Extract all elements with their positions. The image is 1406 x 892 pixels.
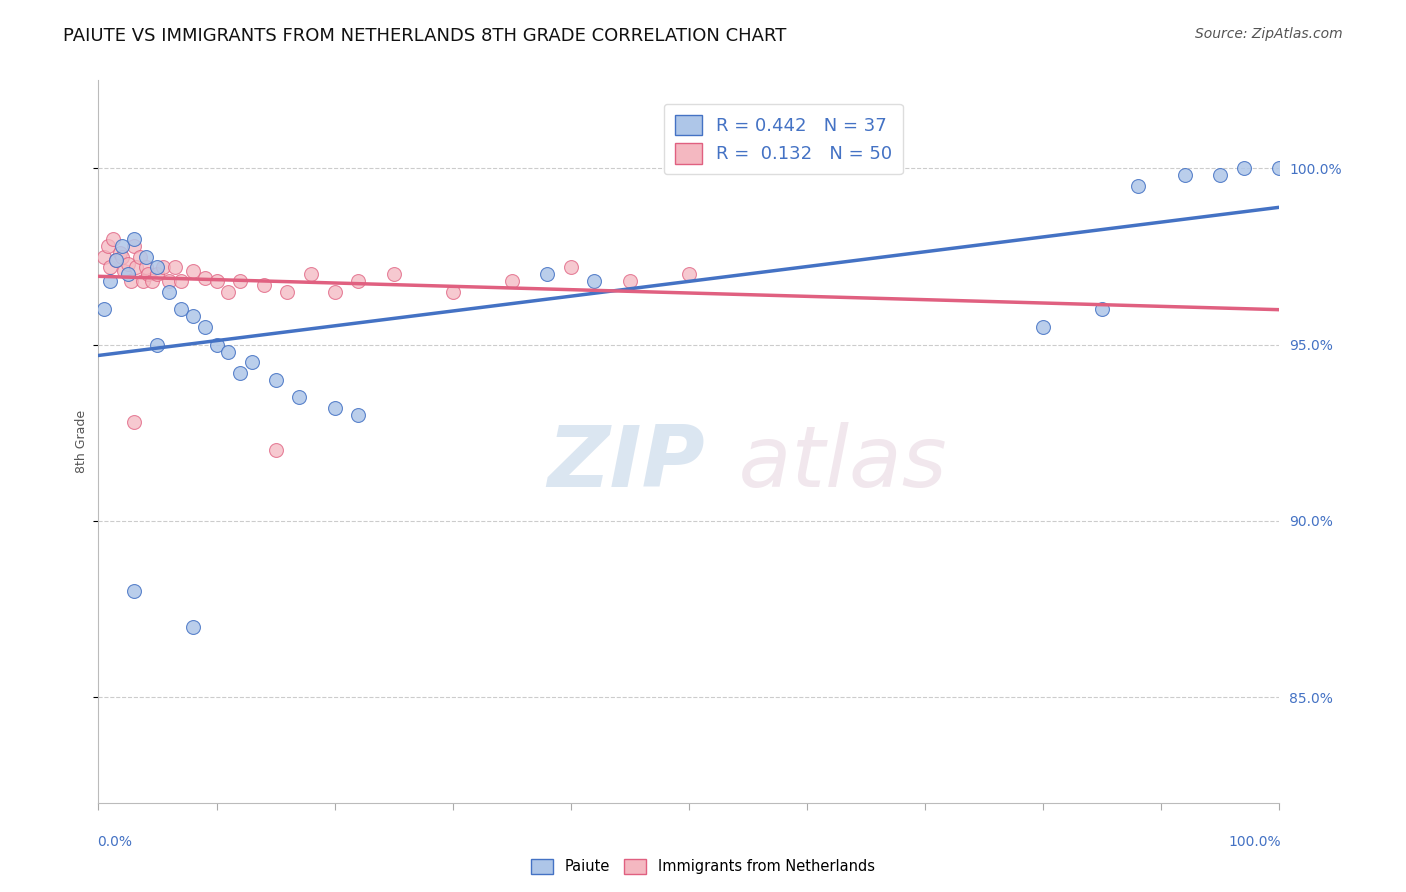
Point xyxy=(560,260,582,274)
Point xyxy=(157,274,180,288)
Point xyxy=(181,263,204,277)
Point xyxy=(117,256,139,270)
Point xyxy=(170,302,193,317)
Point xyxy=(97,239,120,253)
Point xyxy=(323,401,346,415)
Y-axis label: 8th Grade: 8th Grade xyxy=(75,410,89,473)
Point xyxy=(323,285,346,299)
Text: atlas: atlas xyxy=(547,422,946,505)
Point xyxy=(1209,169,1232,183)
Point xyxy=(122,415,145,429)
Point xyxy=(264,443,287,458)
Point xyxy=(122,584,145,599)
Point xyxy=(678,267,700,281)
Point xyxy=(1126,179,1149,194)
Point xyxy=(205,274,228,288)
Point xyxy=(217,285,239,299)
Point xyxy=(141,274,163,288)
Point xyxy=(152,260,174,274)
Point xyxy=(583,274,606,288)
Point xyxy=(93,302,115,317)
Point xyxy=(170,274,193,288)
Point xyxy=(122,232,145,246)
Point xyxy=(121,274,143,288)
Point xyxy=(194,320,217,334)
Legend: R = 0.442   N = 37, R =  0.132   N = 50: R = 0.442 N = 37, R = 0.132 N = 50 xyxy=(664,103,903,174)
Text: Source: ZipAtlas.com: Source: ZipAtlas.com xyxy=(1195,27,1343,41)
Point xyxy=(276,285,298,299)
Point xyxy=(347,408,370,422)
Point xyxy=(1233,161,1256,176)
Point xyxy=(205,337,228,351)
Point xyxy=(98,260,121,274)
Point xyxy=(112,263,135,277)
Point xyxy=(157,285,180,299)
Point xyxy=(619,274,641,288)
Point xyxy=(105,253,128,268)
Point xyxy=(105,253,128,268)
Point xyxy=(111,239,134,253)
Point xyxy=(146,260,169,274)
Point xyxy=(146,267,169,281)
Point xyxy=(501,274,523,288)
Point xyxy=(135,260,157,274)
Point xyxy=(536,267,558,281)
Point xyxy=(181,619,204,633)
Point xyxy=(253,277,276,292)
Point xyxy=(128,250,150,264)
Point xyxy=(299,267,322,281)
Legend: Paiute, Immigrants from Netherlands: Paiute, Immigrants from Netherlands xyxy=(526,853,880,880)
Point xyxy=(1268,161,1291,176)
Point xyxy=(93,250,115,264)
Point xyxy=(382,267,405,281)
Point xyxy=(132,274,155,288)
Point xyxy=(101,232,124,246)
Point xyxy=(108,246,131,260)
Point xyxy=(122,239,145,253)
Point xyxy=(1032,320,1054,334)
Point xyxy=(229,366,252,380)
Point xyxy=(111,250,134,264)
Point xyxy=(264,373,287,387)
Point xyxy=(441,285,464,299)
Point xyxy=(117,267,139,281)
Point xyxy=(217,344,239,359)
Point xyxy=(194,270,217,285)
Point xyxy=(146,337,169,351)
Point xyxy=(1091,302,1114,317)
Point xyxy=(98,274,121,288)
Point xyxy=(125,260,148,274)
Point xyxy=(240,355,263,369)
Point xyxy=(181,310,204,324)
Point xyxy=(288,391,311,405)
Point xyxy=(1174,169,1197,183)
Text: PAIUTE VS IMMIGRANTS FROM NETHERLANDS 8TH GRADE CORRELATION CHART: PAIUTE VS IMMIGRANTS FROM NETHERLANDS 8T… xyxy=(63,27,786,45)
Point xyxy=(135,250,157,264)
Text: 100.0%: 100.0% xyxy=(1227,835,1281,849)
Point xyxy=(229,274,252,288)
Text: ZIP: ZIP xyxy=(547,422,704,505)
Point xyxy=(136,267,159,281)
Text: 0.0%: 0.0% xyxy=(97,835,132,849)
Point xyxy=(165,260,187,274)
Point xyxy=(347,274,370,288)
